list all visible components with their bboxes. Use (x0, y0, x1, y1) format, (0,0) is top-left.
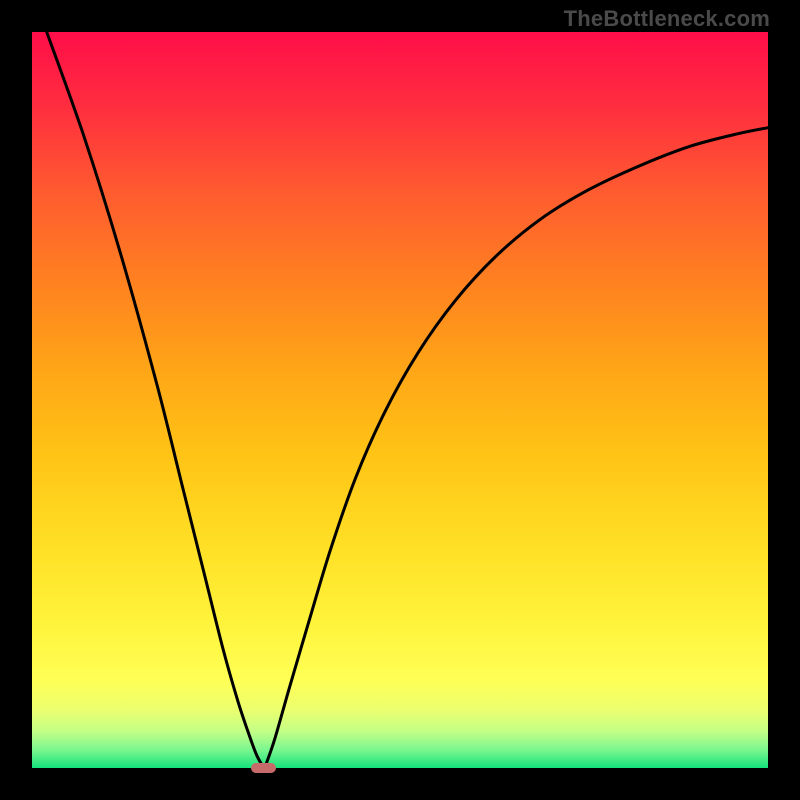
watermark-text: TheBottleneck.com (564, 6, 770, 32)
chart-frame: TheBottleneck.com (0, 0, 800, 800)
plot-area (32, 32, 768, 768)
minimum-marker (251, 763, 276, 773)
bottleneck-curve (32, 32, 768, 768)
